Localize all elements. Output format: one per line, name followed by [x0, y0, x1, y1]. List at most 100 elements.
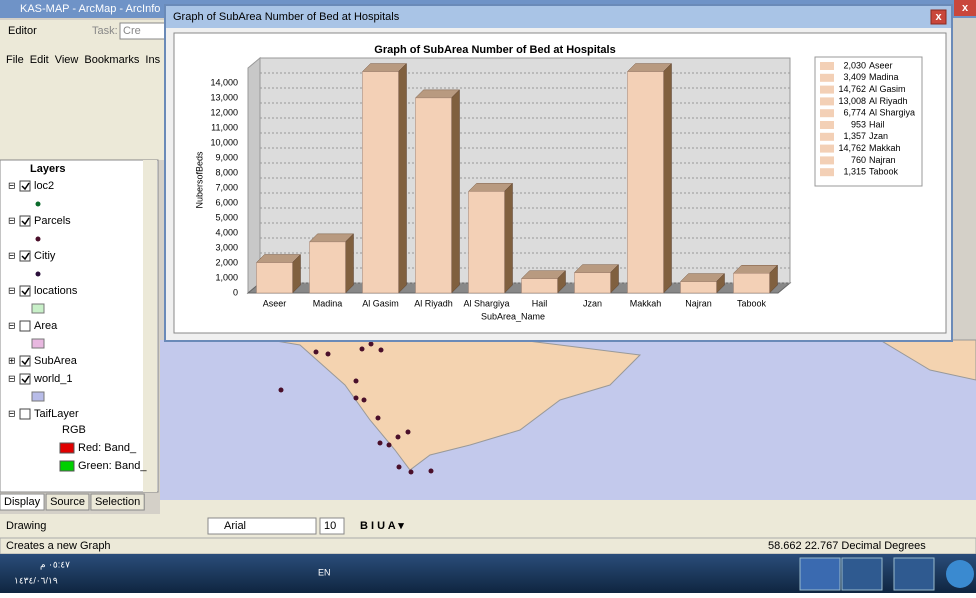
legend-swatch — [820, 97, 834, 106]
y-tick-label: 14,000 — [210, 77, 238, 87]
format-buttons[interactable]: B I U A ▾ — [360, 520, 404, 532]
toc-root: Layers — [30, 163, 65, 175]
legend-name: Hail — [869, 119, 885, 129]
y-tick-label: 10,000 — [210, 137, 238, 147]
legend-swatch — [820, 85, 834, 94]
layer-checkbox[interactable] — [19, 250, 31, 262]
layer-name[interactable]: locations — [34, 285, 78, 297]
x-tick-label: Najran — [685, 298, 712, 308]
tab[interactable] — [90, 493, 145, 511]
legend-value: 2,030 — [843, 60, 866, 70]
y-tick-label: 3,000 — [215, 242, 238, 252]
check-mark — [21, 182, 30, 191]
layer-name[interactable]: Citiy — [34, 250, 56, 262]
menu-item[interactable]: Edit — [30, 54, 49, 66]
expand-icon: ⊟ — [8, 285, 16, 295]
legend-swatch — [820, 73, 834, 82]
check-mark — [21, 287, 30, 296]
check-mark — [21, 375, 30, 384]
layer-checkbox[interactable] — [19, 215, 31, 227]
y-tick-label: 2,000 — [215, 257, 238, 267]
bar — [467, 182, 514, 294]
menu-item[interactable]: File — [6, 54, 24, 66]
legend-value: 3,409 — [843, 72, 866, 82]
y-tick-label: 8,000 — [215, 167, 238, 177]
layer-name[interactable]: Area — [34, 320, 58, 332]
taskbar-arcmap[interactable] — [841, 557, 883, 591]
x-tick-label: Al Shargiya — [463, 298, 509, 308]
y-tick-label: 4,000 — [215, 227, 238, 237]
layer-name[interactable]: world_1 — [33, 373, 73, 385]
bar — [679, 272, 726, 294]
legend-value: 1,315 — [843, 167, 866, 177]
layer-name[interactable]: Parcels — [34, 215, 71, 227]
layer-name[interactable]: TaifLayer — [34, 408, 79, 420]
tab-label: Selection — [95, 496, 140, 508]
taskbar-explorer[interactable] — [893, 557, 935, 591]
graph-close[interactable] — [930, 9, 947, 25]
taskbar-date: ١٤٣٤/٠٦/١٩ — [14, 575, 58, 585]
band-label: Green: Band_ — [78, 460, 147, 472]
expand-icon: ⊟ — [8, 373, 16, 383]
legend-value: 13,008 — [838, 96, 866, 106]
legend-value: 953 — [851, 119, 866, 129]
legend-swatch — [820, 62, 834, 70]
layer-checkbox[interactable] — [19, 408, 31, 420]
toc-scrollbar[interactable] — [143, 160, 157, 492]
status-message: Creates a new Graph — [6, 540, 111, 552]
y-tick-label: 7,000 — [215, 182, 238, 192]
menu-item[interactable]: Ins — [145, 54, 160, 66]
map-land — [269, 339, 642, 471]
bar — [732, 264, 779, 294]
plot-side-wall — [247, 56, 261, 295]
tab[interactable] — [0, 493, 45, 511]
taskbar-time: ٠٥:٤٧ م — [40, 559, 70, 570]
legend-name: Aseer — [869, 60, 893, 70]
x-tick-label: Tabook — [737, 298, 767, 308]
font-box[interactable] — [207, 517, 317, 535]
bar — [626, 62, 673, 294]
editor-menu[interactable]: Editor — [8, 25, 37, 37]
bar — [308, 233, 355, 294]
app-close[interactable] — [954, 0, 976, 16]
legend-name: Jzan — [869, 131, 888, 141]
menu-item[interactable]: Bookmarks — [84, 54, 140, 66]
x-tick-label: Al Gasim — [362, 298, 399, 308]
bar-front — [521, 278, 558, 294]
taskbar-app[interactable] — [946, 560, 974, 588]
layer-name[interactable]: SubArea — [34, 355, 78, 367]
layer-symbol — [35, 201, 41, 207]
taskbar-lang: EN — [318, 567, 331, 577]
layer-checkbox[interactable] — [19, 355, 31, 367]
layer-symbol — [31, 303, 45, 314]
legend-value: 1,357 — [843, 131, 866, 141]
status-coords: 58.662 22.767 Decimal Degrees — [768, 540, 926, 552]
size-box[interactable] — [319, 517, 345, 535]
bar-side — [451, 89, 460, 294]
layer-checkbox[interactable] — [19, 373, 31, 385]
band-swatch — [59, 460, 75, 472]
tab[interactable] — [45, 493, 90, 511]
close-icon: x — [935, 11, 942, 23]
legend-swatch — [820, 132, 834, 141]
bar — [255, 253, 302, 294]
layer-checkbox[interactable] — [19, 285, 31, 297]
bar-front — [362, 71, 399, 294]
bar-front — [309, 241, 346, 294]
drawing-menu[interactable]: Drawing — [6, 520, 46, 532]
menu-item[interactable]: View — [55, 54, 79, 66]
tab-label: Display — [4, 496, 41, 508]
rgb-label: RGB — [62, 424, 86, 436]
drawing-toolbar — [0, 514, 976, 538]
taskbar-word[interactable] — [799, 557, 841, 591]
band-label: Red: Band_ — [78, 442, 137, 454]
bar-front — [468, 191, 505, 294]
layer-checkbox[interactable] — [19, 180, 31, 192]
expand-icon: ⊟ — [8, 250, 16, 260]
layer-symbol — [35, 271, 41, 277]
map-scrollbar[interactable] — [160, 500, 976, 514]
layer-checkbox[interactable] — [19, 320, 31, 332]
font-name: Arial — [224, 520, 246, 532]
close-icon: x — [962, 2, 969, 14]
layer-name[interactable]: loc2 — [34, 180, 54, 192]
